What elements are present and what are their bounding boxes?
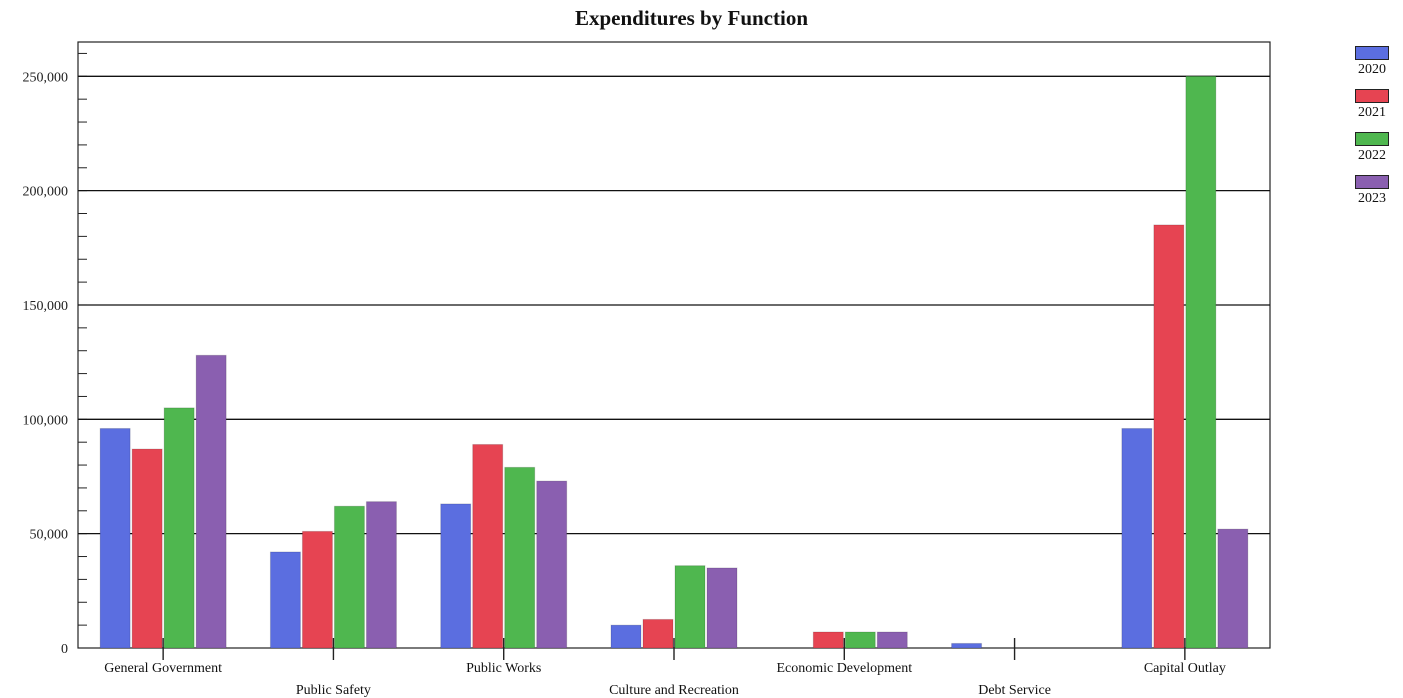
y-tick-label: 250,000 xyxy=(23,70,69,85)
legend-swatch xyxy=(1355,46,1389,60)
x-tick-label: Debt Service xyxy=(978,683,1051,698)
bar xyxy=(1185,75,1217,649)
bar xyxy=(951,642,983,649)
x-tick-label: Public Safety xyxy=(296,683,371,698)
bar xyxy=(301,530,333,649)
bar xyxy=(706,567,738,649)
y-tick-label: 50,000 xyxy=(30,528,69,543)
y-tick-label: 200,000 xyxy=(23,185,69,200)
bar xyxy=(844,631,876,649)
legend: 2020 2021 2022 2023 xyxy=(1352,46,1392,218)
x-tick-label: Public Works xyxy=(466,661,541,676)
bar xyxy=(1217,528,1249,649)
bar xyxy=(269,551,301,649)
bar xyxy=(674,565,706,649)
legend-item: 2023 xyxy=(1352,175,1392,218)
legend-item: 2020 xyxy=(1352,46,1392,89)
y-tick-label: 0 xyxy=(61,642,68,657)
chart-title: Expenditures by Function xyxy=(575,6,808,30)
bar xyxy=(536,480,568,649)
x-tick-label: Economic Development xyxy=(776,661,912,676)
bar xyxy=(365,501,397,649)
bar xyxy=(610,624,642,649)
bar xyxy=(99,427,131,649)
legend-swatch xyxy=(1355,132,1389,146)
bar xyxy=(440,503,472,649)
legend-label: 2021 xyxy=(1358,105,1386,120)
bar xyxy=(876,631,908,649)
legend-swatch xyxy=(1355,175,1389,189)
bar xyxy=(472,443,504,649)
y-tick-label: 100,000 xyxy=(23,413,69,428)
legend-label: 2022 xyxy=(1358,148,1386,163)
plot-frame xyxy=(77,41,1271,649)
bar xyxy=(504,466,536,649)
legend-item: 2022 xyxy=(1352,132,1392,175)
bar xyxy=(1121,427,1153,649)
y-tick-label: 150,000 xyxy=(23,299,69,314)
legend-item: 2021 xyxy=(1352,89,1392,132)
bar xyxy=(333,505,365,649)
bar xyxy=(812,631,844,649)
x-tick-label: Culture and Recreation xyxy=(609,683,739,698)
bar xyxy=(163,407,195,649)
legend-label: 2020 xyxy=(1358,62,1386,77)
legend-swatch xyxy=(1355,89,1389,103)
bar xyxy=(195,354,227,649)
legend-label: 2023 xyxy=(1358,191,1386,206)
bar xyxy=(131,448,163,649)
x-tick-label: Capital Outlay xyxy=(1144,661,1226,676)
bar xyxy=(1153,224,1185,649)
x-tick-label: General Government xyxy=(104,661,222,676)
bar xyxy=(642,618,674,649)
